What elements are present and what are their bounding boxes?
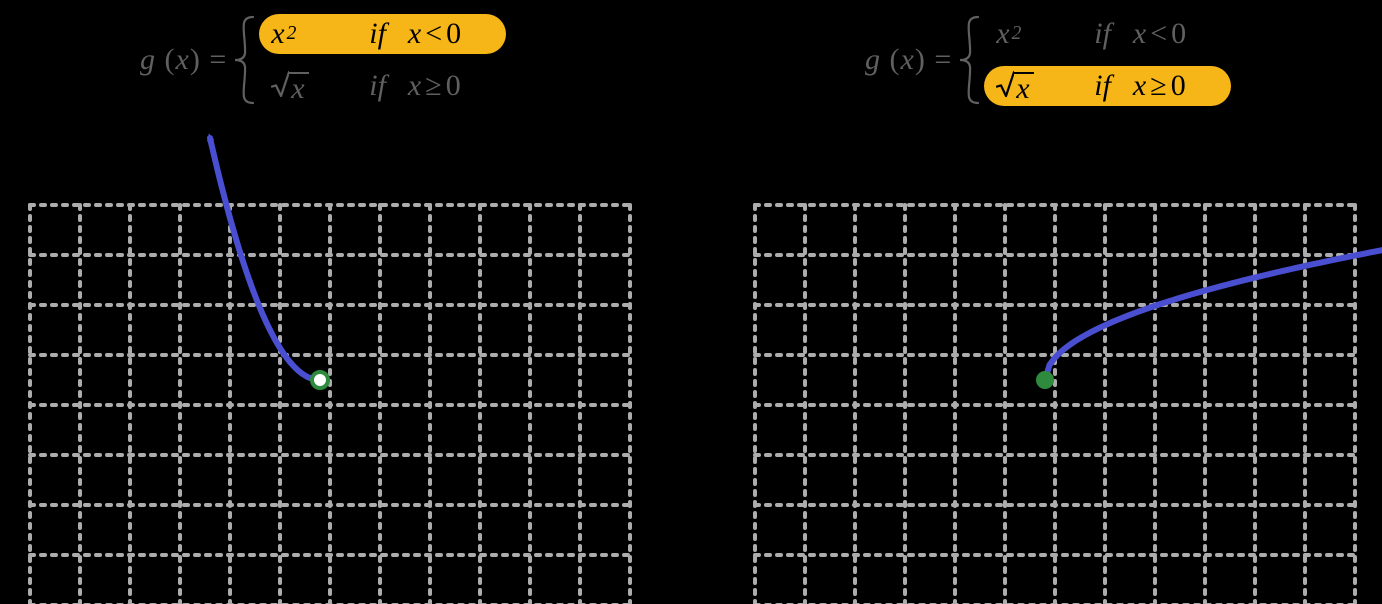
cond-lt-0: x<0 <box>408 17 488 51</box>
expr-sqrt-x: x <box>996 68 1068 104</box>
case-sqrt-x: xif x≥0 <box>984 66 1231 106</box>
plot-right <box>745 155 1365 604</box>
x-symbol: x <box>176 43 190 76</box>
g-symbol: g <box>865 43 881 76</box>
expr-sqrt-x: x <box>271 68 343 104</box>
piecewise-cases: x2 if x<0 xif x≥0 <box>980 14 1231 106</box>
cond-ge-0: x≥0 <box>408 69 488 103</box>
grid <box>30 205 630 604</box>
panel-left: g (x) =x2ifx<0xifx≥0 <box>20 0 670 604</box>
cond-lt-0: x<0 <box>1133 17 1213 51</box>
case-x-squared: x2 if x<0 <box>259 14 506 54</box>
panel-right: g (x) =x2ifx<0xifx≥0 <box>745 0 1382 604</box>
curve-parabola <box>210 138 320 380</box>
cond-ge-0: x≥0 <box>1133 69 1213 103</box>
closed-point <box>1038 373 1052 387</box>
case-sqrt-x: xif x≥0 <box>259 66 506 106</box>
formula-lhs: g (x) = <box>865 43 958 77</box>
open-point <box>312 372 328 388</box>
brace-icon <box>958 14 980 106</box>
if-word: if <box>1094 17 1111 51</box>
piecewise-cases: x2 if x<0 xif x≥0 <box>255 14 506 106</box>
formula-lhs: g (x) = <box>140 43 233 77</box>
plot-left <box>20 155 640 604</box>
if-word: if <box>369 17 386 51</box>
g-symbol: g <box>140 43 156 76</box>
grid <box>755 205 1355 604</box>
case-x-squared: x2 if x<0 <box>984 14 1231 54</box>
expr-x-squared: x2 <box>996 17 1068 51</box>
expr-x-squared: x2 <box>271 17 343 51</box>
x-symbol: x <box>901 43 915 76</box>
curve-sqrt <box>1045 245 1382 380</box>
if-word: if <box>1094 69 1111 103</box>
if-word: if <box>369 69 386 103</box>
formula-left: g (x) =x2ifx<0xifx≥0 <box>140 10 506 110</box>
brace-icon <box>233 14 255 106</box>
formula-right: g (x) =x2ifx<0xifx≥0 <box>865 10 1231 110</box>
